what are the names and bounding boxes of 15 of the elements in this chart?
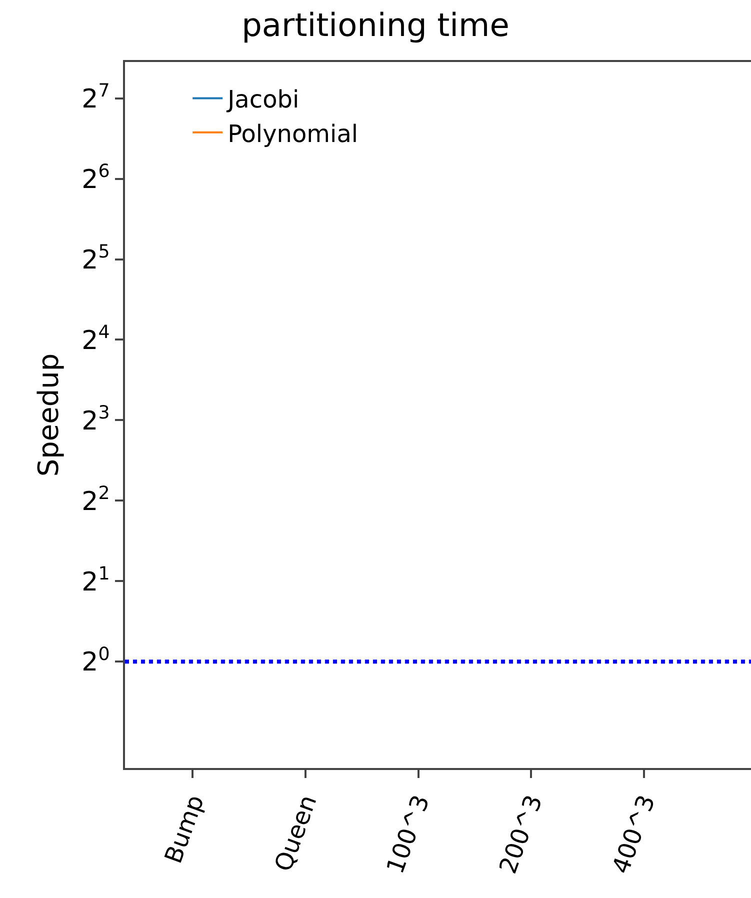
y-tick-label: 2$^{3}$ — [82, 402, 110, 436]
y-tick-label: 2$^{7}$ — [82, 80, 110, 114]
y-tick-label: 2$^{5}$ — [82, 241, 110, 276]
x-tick-label: Queen — [269, 791, 322, 876]
y-tick-label: 2$^{4}$ — [82, 322, 110, 356]
x-tick-label: 100^3 — [381, 791, 436, 878]
x-tick-label: 400^3 — [606, 791, 661, 878]
chart-title: partitioning time — [242, 6, 510, 44]
y-tick-label: 2$^{6}$ — [82, 160, 110, 195]
y-tick-label: 2$^{2}$ — [82, 482, 110, 517]
y-axis-title: Speedup — [32, 353, 65, 477]
y-tick-label: 2$^{0}$ — [82, 644, 110, 678]
legend-label: Polynomial — [228, 120, 358, 148]
legend-label: Jacobi — [226, 86, 300, 114]
y-tick-label: 2$^{1}$ — [82, 563, 110, 598]
